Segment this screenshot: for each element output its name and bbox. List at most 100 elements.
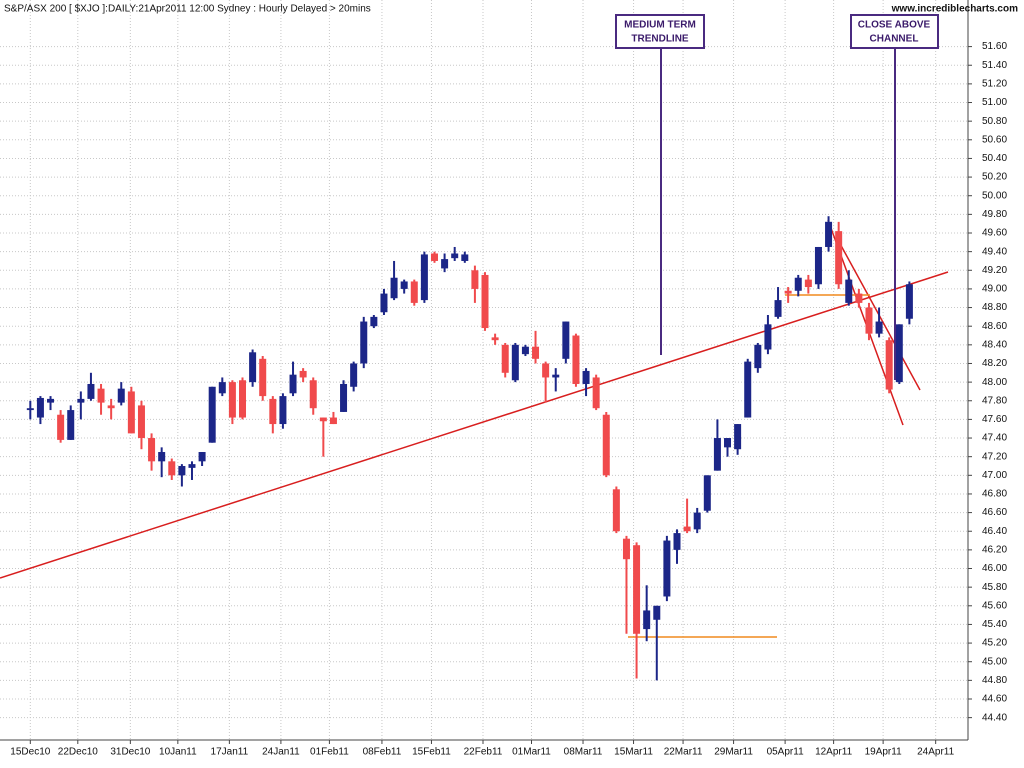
y-tick-label: 49.80 bbox=[982, 209, 1007, 220]
candle-body bbox=[774, 300, 782, 317]
candle-body bbox=[491, 337, 499, 341]
candle-body bbox=[178, 465, 186, 476]
x-tick-label: 31Dec10 bbox=[110, 747, 150, 758]
candle-body bbox=[198, 452, 206, 462]
candle-body bbox=[188, 464, 196, 468]
x-tick-label: 15Dec10 bbox=[10, 747, 50, 758]
callout-box bbox=[615, 14, 705, 49]
y-tick-label: 46.20 bbox=[982, 545, 1007, 556]
candle-body bbox=[107, 405, 115, 409]
candle-body bbox=[643, 610, 651, 630]
candle-body bbox=[572, 335, 580, 384]
y-tick-label: 51.00 bbox=[982, 97, 1007, 108]
y-tick-label: 51.20 bbox=[982, 79, 1007, 90]
y-tick-label: 50.80 bbox=[982, 116, 1007, 127]
callout-text: CLOSE ABOVE bbox=[858, 20, 931, 31]
candle-body bbox=[511, 344, 519, 381]
x-tick-label: 01Mar11 bbox=[512, 747, 551, 758]
candle-body bbox=[390, 277, 398, 299]
callout-text: CHANNEL bbox=[870, 34, 919, 45]
candle-body bbox=[875, 321, 883, 334]
candle-body bbox=[734, 424, 742, 450]
candle-body bbox=[26, 408, 34, 411]
candle-body bbox=[602, 414, 610, 476]
candle-body bbox=[633, 545, 641, 634]
y-tick-label: 50.20 bbox=[982, 172, 1007, 183]
x-tick-label: 19Apr11 bbox=[865, 747, 903, 758]
candle-body bbox=[532, 346, 540, 359]
candle-body bbox=[814, 246, 822, 285]
candle-body bbox=[855, 293, 863, 303]
y-tick-label: 44.60 bbox=[982, 694, 1007, 705]
y-tick-label: 50.40 bbox=[982, 153, 1007, 164]
y-tick-label: 46.40 bbox=[982, 526, 1007, 537]
y-tick-label: 51.40 bbox=[982, 60, 1007, 71]
candle-body bbox=[430, 253, 438, 261]
candle-body bbox=[683, 526, 691, 532]
y-tick-label: 48.20 bbox=[982, 358, 1007, 369]
candle-body bbox=[713, 438, 721, 471]
y-tick-label: 48.80 bbox=[982, 302, 1007, 313]
candle-body bbox=[208, 386, 216, 443]
candle-body bbox=[794, 277, 802, 291]
y-tick-label: 47.00 bbox=[982, 470, 1007, 481]
grid bbox=[0, 0, 968, 740]
candle-body bbox=[228, 382, 236, 418]
candle-body bbox=[552, 374, 560, 378]
x-tick-label: 15Mar11 bbox=[614, 747, 653, 758]
candle-body bbox=[279, 396, 287, 425]
x-tick-label: 08Feb11 bbox=[363, 747, 402, 758]
y-tick-label: 51.60 bbox=[982, 41, 1007, 52]
candle-body bbox=[653, 605, 661, 620]
candle-body bbox=[269, 398, 277, 425]
candle-body bbox=[57, 414, 65, 440]
candle-body bbox=[137, 405, 145, 439]
y-tick-label: 47.80 bbox=[982, 395, 1007, 406]
candle-body bbox=[340, 383, 348, 412]
y-tick-label: 46.00 bbox=[982, 563, 1007, 574]
candle-body bbox=[259, 358, 267, 397]
x-tick-label: 22Feb11 bbox=[464, 747, 503, 758]
x-tick-label: 22Mar11 bbox=[664, 747, 703, 758]
candle-body bbox=[441, 259, 449, 269]
callout-box bbox=[850, 14, 939, 49]
candle-body bbox=[804, 279, 812, 288]
candle-body bbox=[592, 377, 600, 409]
x-tick-label: 01Feb11 bbox=[310, 747, 349, 758]
candle-body bbox=[350, 363, 358, 387]
x-tick-label: 24Apr11 bbox=[917, 747, 955, 758]
candle-body bbox=[501, 344, 509, 373]
candle-body bbox=[481, 274, 489, 329]
candle-body bbox=[703, 475, 711, 511]
candle-body bbox=[77, 398, 85, 403]
candle-body bbox=[673, 533, 681, 550]
candle-body bbox=[36, 397, 44, 418]
candle-body bbox=[127, 391, 135, 434]
x-tick-label: 22Dec10 bbox=[58, 747, 98, 758]
y-tick-label: 50.60 bbox=[982, 134, 1007, 145]
candle-body bbox=[289, 374, 297, 394]
y-tick-label: 49.40 bbox=[982, 246, 1007, 257]
y-tick-label: 49.20 bbox=[982, 265, 1007, 276]
y-tick-label: 46.60 bbox=[982, 507, 1007, 518]
x-tick-label: 10Jan11 bbox=[159, 747, 197, 758]
candle-body bbox=[724, 438, 732, 448]
candle-body bbox=[905, 284, 913, 319]
candle-body bbox=[239, 380, 247, 418]
candle-body bbox=[329, 417, 337, 425]
y-tick-label: 48.00 bbox=[982, 377, 1007, 388]
candle-body bbox=[521, 346, 529, 355]
candle-body bbox=[420, 254, 428, 301]
candle-body bbox=[410, 281, 418, 303]
x-tick-label: 15Feb11 bbox=[412, 747, 451, 758]
x-tick-label: 17Jan11 bbox=[211, 747, 249, 758]
y-tick-label: 44.40 bbox=[982, 712, 1007, 723]
candle-body bbox=[865, 307, 873, 334]
candle-body bbox=[784, 290, 792, 294]
candle-body bbox=[67, 410, 75, 440]
y-tick-label: 46.80 bbox=[982, 489, 1007, 500]
candles bbox=[26, 216, 913, 681]
y-tick-label: 49.00 bbox=[982, 284, 1007, 295]
